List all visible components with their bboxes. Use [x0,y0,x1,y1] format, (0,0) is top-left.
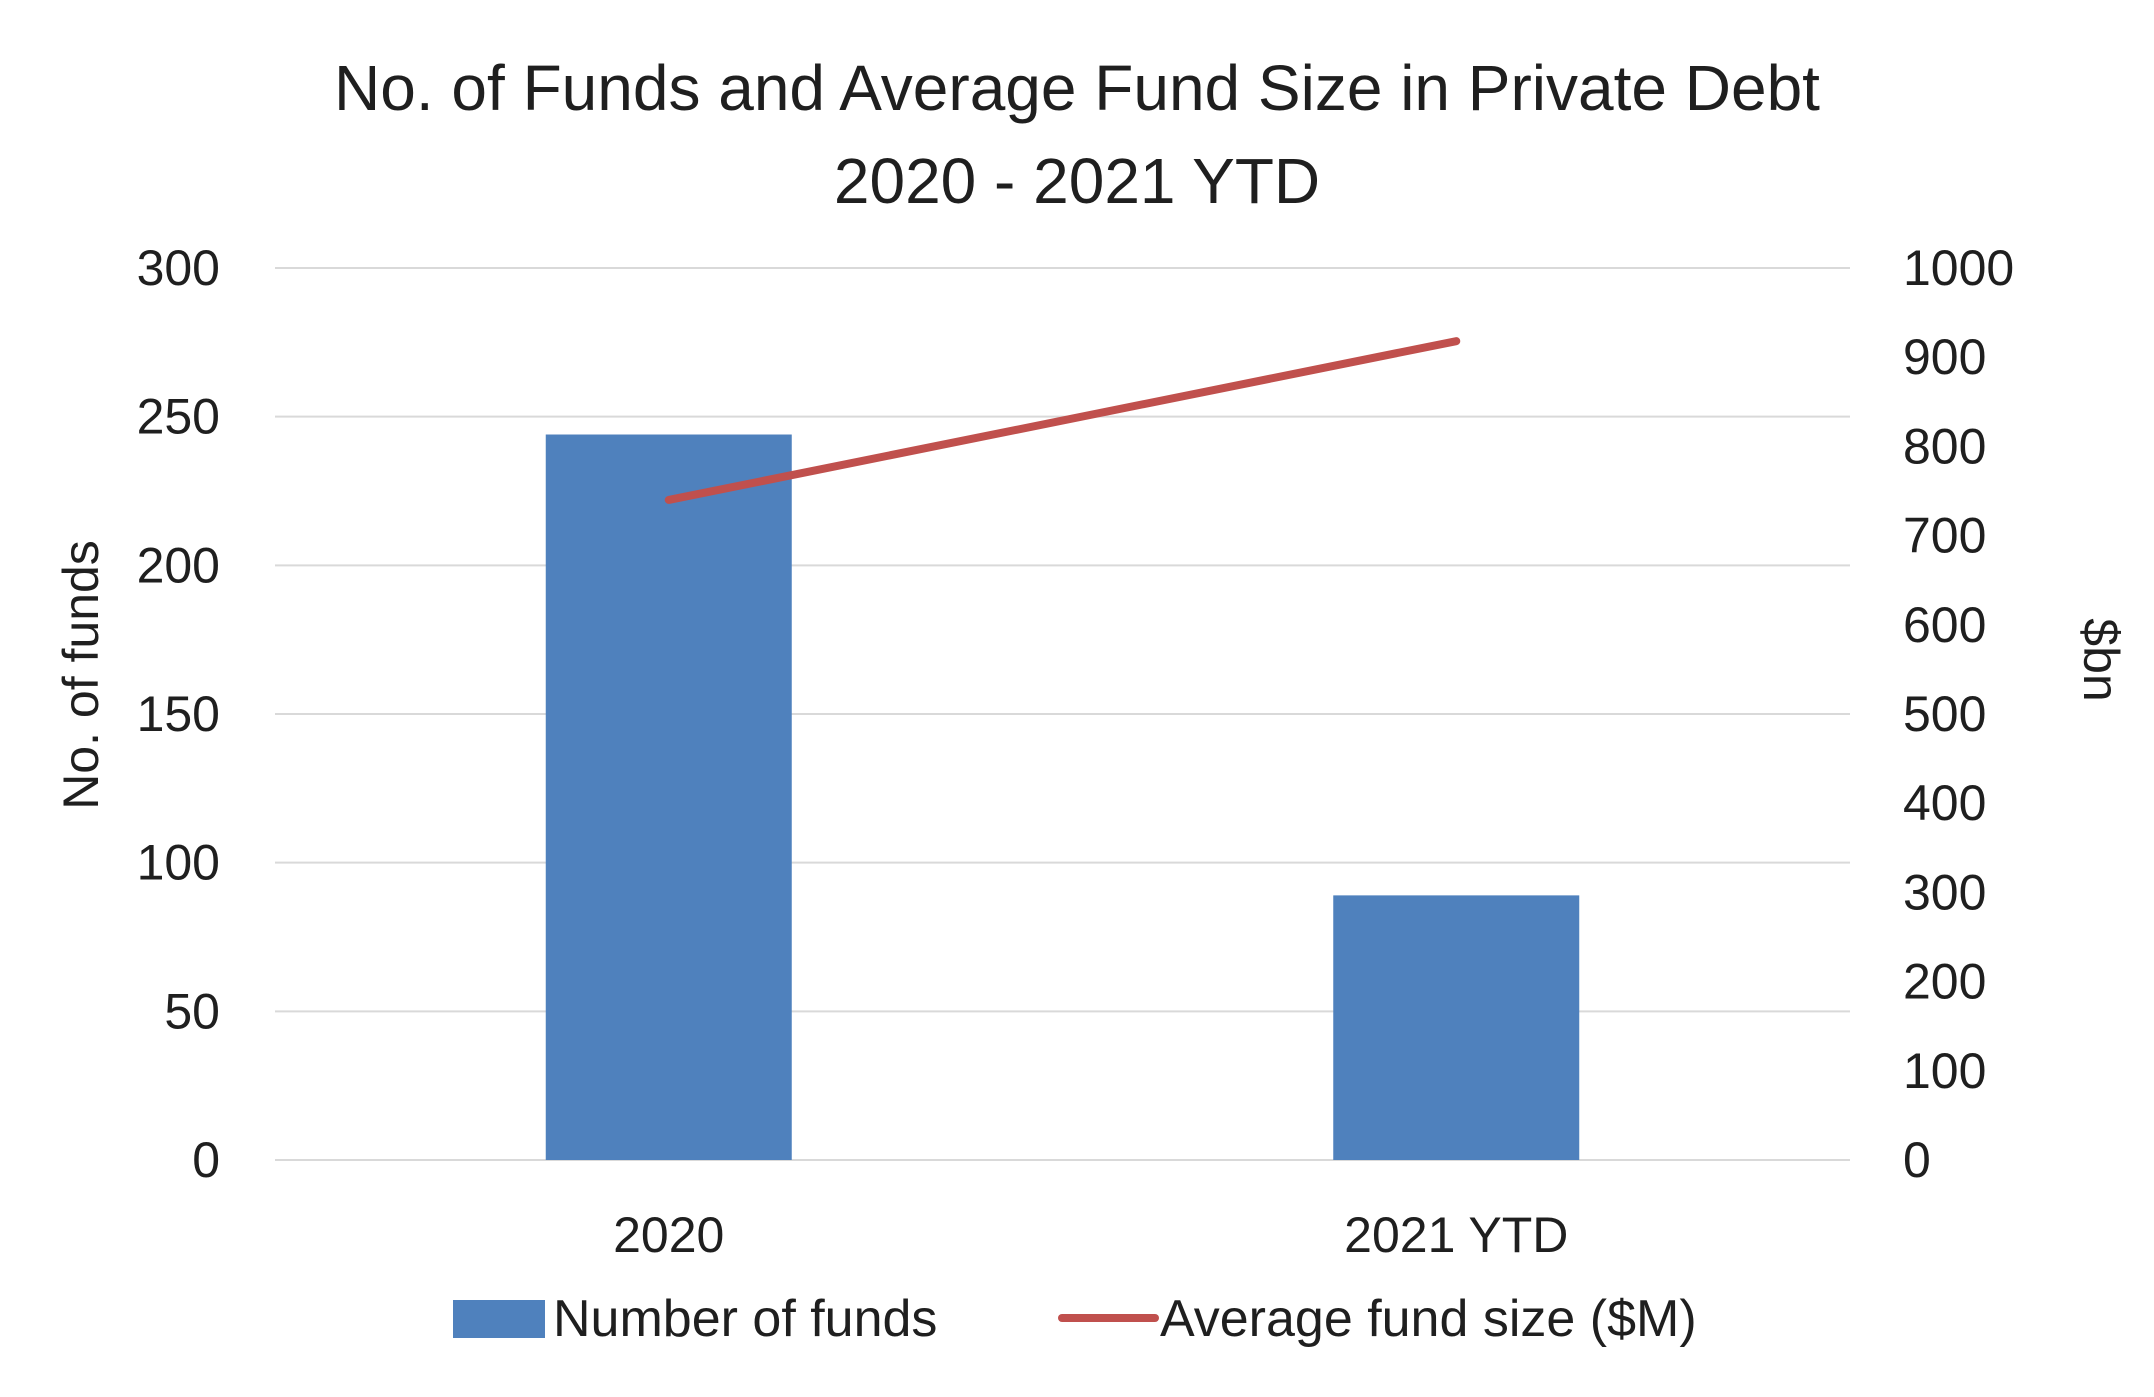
x-tick-label: 2020 [613,1207,724,1263]
right-tick-label: 300 [1903,864,1986,920]
right-tick-label: 900 [1903,329,1986,385]
left-tick-label: 200 [137,537,220,593]
left-tick-label: 0 [192,1132,220,1188]
right-tick-label: 800 [1903,418,1986,474]
gridlines [275,267,1850,1161]
bar-series [545,434,1580,1160]
left-tick-label: 100 [137,835,220,891]
chart-title: No. of Funds and Average Fund Size in Pr… [334,52,1820,124]
left-tick-label: 250 [137,389,220,445]
right-axis-ticks: 0 100 200 300 400 500 600 700 800 900 1000 [1903,240,2014,1188]
right-tick-label: 1000 [1903,240,2014,296]
legend-swatch-bar [453,1300,545,1338]
right-tick-label: 700 [1903,508,1986,564]
bar [545,434,792,1160]
x-tick-label: 2021 YTD [1344,1207,1568,1263]
right-tick-label: 100 [1903,1043,1986,1099]
legend: Number of funds Average fund size ($M) [453,1290,1697,1348]
chart-subtitle: 2020 - 2021 YTD [834,145,1320,217]
right-tick-label: 400 [1903,775,1986,831]
right-tick-label: 200 [1903,954,1986,1010]
right-tick-label: 500 [1903,686,1986,742]
line-series [664,337,1461,504]
legend-label: Number of funds [553,1290,937,1348]
y2-axis-label: $bn [2073,618,2129,701]
legend-label: Average fund size ($M) [1160,1290,1697,1348]
right-tick-label: 0 [1903,1132,1931,1188]
left-tick-label: 50 [164,983,220,1039]
series-line [664,337,1461,504]
bar [1333,895,1580,1160]
y-axis-label: No. of funds [53,540,109,810]
x-axis-ticks: 2020 2021 YTD [613,1207,1568,1263]
right-tick-label: 600 [1903,597,1986,653]
left-tick-label: 150 [137,686,220,742]
left-tick-label: 300 [137,240,220,296]
left-axis-ticks: 0 50 100 150 200 250 300 [137,240,220,1188]
